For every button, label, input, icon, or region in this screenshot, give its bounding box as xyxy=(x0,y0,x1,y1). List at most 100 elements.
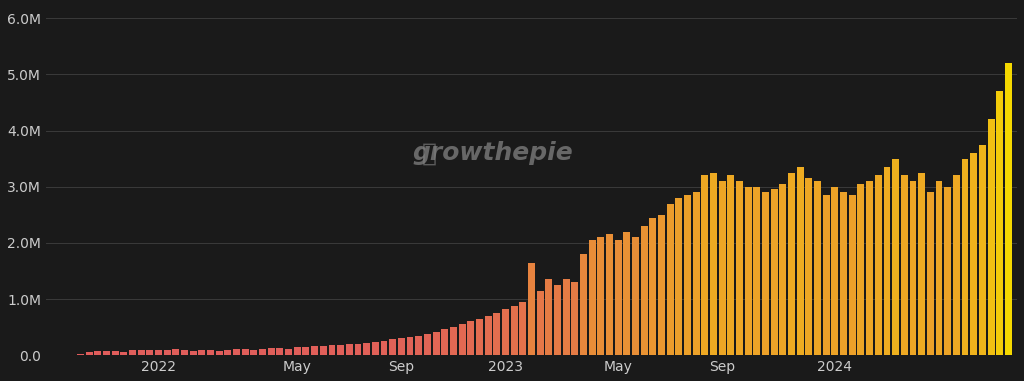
Bar xyxy=(189,351,197,355)
Bar xyxy=(502,309,509,355)
Bar xyxy=(641,226,647,355)
Bar xyxy=(987,119,994,355)
Bar xyxy=(866,181,873,355)
Bar xyxy=(771,189,777,355)
Bar xyxy=(1005,63,1012,355)
Bar xyxy=(112,351,119,355)
Bar xyxy=(268,348,274,355)
Bar xyxy=(199,350,206,355)
Bar xyxy=(224,350,231,355)
Bar xyxy=(511,306,517,355)
Bar xyxy=(285,349,292,355)
Bar xyxy=(216,351,222,355)
Bar xyxy=(172,349,179,355)
Bar xyxy=(979,144,986,355)
Bar xyxy=(528,263,535,355)
Bar xyxy=(346,344,353,355)
Bar xyxy=(936,181,942,355)
Bar xyxy=(806,178,812,355)
Bar xyxy=(788,173,795,355)
Bar xyxy=(251,350,257,355)
Bar xyxy=(86,352,92,355)
Bar xyxy=(719,181,726,355)
Bar xyxy=(892,158,899,355)
Bar xyxy=(919,173,925,355)
Bar xyxy=(701,176,709,355)
Bar xyxy=(684,195,691,355)
Bar xyxy=(614,240,622,355)
Bar xyxy=(450,327,457,355)
Bar xyxy=(311,346,318,355)
Bar xyxy=(398,338,404,355)
Bar xyxy=(909,181,916,355)
Bar xyxy=(779,184,786,355)
Text: 🌱: 🌱 xyxy=(422,141,437,165)
Bar xyxy=(658,215,665,355)
Bar xyxy=(329,345,336,355)
Bar xyxy=(797,167,804,355)
Bar xyxy=(354,344,361,355)
Bar xyxy=(364,343,370,355)
Bar xyxy=(537,291,544,355)
Bar xyxy=(554,285,561,355)
Bar xyxy=(233,349,240,355)
Bar xyxy=(901,176,908,355)
Bar xyxy=(823,195,829,355)
Bar xyxy=(953,176,959,355)
Bar xyxy=(459,324,466,355)
Bar xyxy=(667,203,674,355)
Bar xyxy=(432,331,439,355)
Bar xyxy=(302,347,309,355)
Bar xyxy=(962,158,969,355)
Bar xyxy=(494,312,500,355)
Bar xyxy=(589,240,596,355)
Bar xyxy=(571,282,579,355)
Bar xyxy=(692,192,699,355)
Bar xyxy=(874,176,882,355)
Bar xyxy=(727,176,734,355)
Text: growthepie: growthepie xyxy=(413,141,573,165)
Bar xyxy=(181,350,188,355)
Bar xyxy=(164,350,171,355)
Bar xyxy=(632,237,639,355)
Bar xyxy=(276,349,284,355)
Bar xyxy=(624,232,631,355)
Bar xyxy=(884,167,891,355)
Bar xyxy=(207,350,214,355)
Bar xyxy=(970,153,977,355)
Bar xyxy=(649,218,656,355)
Bar xyxy=(814,181,821,355)
Bar xyxy=(155,350,162,355)
Bar xyxy=(754,187,761,355)
Bar xyxy=(415,336,422,355)
Bar xyxy=(381,341,387,355)
Bar xyxy=(103,351,110,355)
Bar xyxy=(562,279,569,355)
Bar xyxy=(77,354,84,355)
Bar xyxy=(927,192,934,355)
Bar xyxy=(337,345,344,355)
Bar xyxy=(389,339,396,355)
Bar xyxy=(944,187,951,355)
Bar xyxy=(831,187,839,355)
Bar xyxy=(129,350,136,355)
Bar xyxy=(121,352,127,355)
Bar xyxy=(744,187,752,355)
Bar xyxy=(467,322,474,355)
Bar xyxy=(606,234,613,355)
Bar xyxy=(996,91,1004,355)
Bar xyxy=(484,316,492,355)
Bar xyxy=(259,349,266,355)
Bar xyxy=(676,198,682,355)
Bar xyxy=(840,192,847,355)
Bar xyxy=(424,334,431,355)
Bar xyxy=(69,354,76,355)
Bar xyxy=(137,351,144,355)
Bar xyxy=(849,195,856,355)
Bar xyxy=(319,346,327,355)
Bar xyxy=(519,302,526,355)
Bar xyxy=(580,254,587,355)
Bar xyxy=(146,350,154,355)
Bar xyxy=(710,173,717,355)
Bar xyxy=(372,342,379,355)
